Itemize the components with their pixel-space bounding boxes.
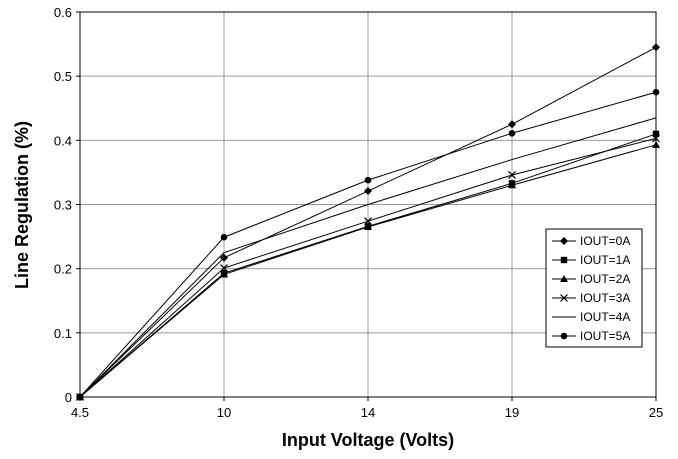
legend-entry: IOUT=0A: [552, 234, 630, 248]
data-point: [652, 88, 660, 96]
y-axis-ticks: 0 0.1 0.2 0.3 0.4 0.5 0.6: [54, 5, 80, 405]
diamond-marker: [560, 237, 568, 245]
circle-marker: [560, 332, 568, 340]
legend-box: [545, 228, 643, 348]
data-point: [652, 43, 660, 52]
circle-marker: [220, 233, 228, 241]
triangle-marker: [508, 181, 516, 189]
y-tick-label: 0.4: [54, 133, 72, 148]
data-point: [364, 217, 372, 226]
x-marker: [220, 264, 228, 272]
series-layer: [76, 43, 660, 401]
data-point: [364, 222, 372, 230]
circle-marker: [364, 176, 372, 184]
x-tick-label: 25: [649, 405, 663, 420]
legend-entry: IOUT=3A: [552, 291, 630, 305]
legend-label: IOUT=3A: [580, 291, 630, 305]
x-tick-label: 19: [505, 405, 519, 420]
square-marker: [560, 256, 568, 264]
legend-label: IOUT=4A: [580, 310, 630, 324]
x-marker: [560, 294, 568, 302]
x-marker-stroke: [652, 134, 660, 143]
series-iout-5a: [76, 88, 660, 401]
legend-label: IOUT=1A: [580, 253, 630, 267]
data-point: [364, 176, 372, 184]
triangle-marker: [364, 222, 372, 230]
data-point: [364, 187, 372, 196]
x-marker: [508, 171, 516, 179]
series-iout-4a: [79, 117, 657, 398]
y-tick-label: 0.2: [54, 262, 72, 277]
x-tick-label: 14: [361, 405, 375, 420]
legend-entry: IOUT=4A: [552, 310, 630, 324]
legend-label: IOUT=0A: [580, 234, 630, 248]
data-point: [508, 129, 516, 137]
legend-entry: IOUT=5A: [552, 329, 630, 343]
x-tick-label: 10: [217, 405, 231, 420]
y-tick-label: 0.5: [54, 69, 72, 84]
x-marker-stroke: [508, 171, 516, 179]
data-point: [652, 140, 660, 148]
data-point: [220, 264, 228, 272]
diamond-marker: [652, 43, 660, 52]
x-marker: [364, 217, 372, 226]
legend-label: IOUT=2A: [580, 272, 630, 286]
circle-marker: [76, 393, 84, 401]
triangle-marker: [560, 275, 568, 282]
legend-label: IOUT=5A: [580, 329, 630, 343]
y-tick-label: 0.3: [54, 198, 72, 213]
diamond-marker: [220, 253, 228, 262]
y-tick-label: 0: [65, 390, 72, 405]
legend-entry: IOUT=2A: [552, 272, 630, 286]
x-axis-ticks: 4.5 10 14 19 25: [71, 397, 663, 420]
x-axis-title: Input Voltage (Volts): [282, 430, 454, 450]
x-marker-stroke: [220, 264, 228, 272]
data-point: [652, 130, 660, 138]
data-point: [220, 233, 228, 241]
y-tick-label: 0.6: [54, 5, 72, 20]
series-line: [79, 117, 657, 398]
x-marker-stroke: [364, 217, 372, 226]
data-point: [220, 270, 228, 278]
data-point: [508, 120, 516, 129]
triangle-marker: [220, 270, 228, 278]
data-point: [508, 181, 516, 189]
legend-entry: IOUT=1A: [552, 253, 630, 267]
x-marker-stroke: [560, 294, 568, 302]
data-point: [220, 253, 228, 262]
x-marker: [652, 134, 660, 143]
series-iout-2a: [76, 140, 660, 400]
data-point: [508, 171, 516, 179]
legend: IOUT=0A IOUT=1A IOUT=2A IOUT=3A IOUT=4A IOUT=…: [545, 228, 643, 348]
diamond-marker: [508, 120, 516, 129]
data-point: [652, 134, 660, 143]
diamond-marker: [364, 187, 372, 196]
square-marker: [652, 130, 660, 138]
y-tick-label: 0.1: [54, 326, 72, 341]
circle-marker: [508, 129, 516, 137]
data-point: [76, 393, 84, 401]
x-tick-label: 4.5: [71, 405, 89, 420]
y-axis-title: Line Regulation (%): [12, 121, 32, 289]
circle-marker: [652, 88, 660, 96]
triangle-marker: [652, 140, 660, 148]
